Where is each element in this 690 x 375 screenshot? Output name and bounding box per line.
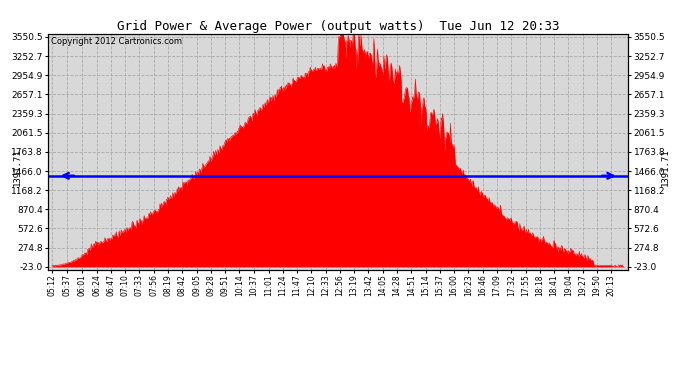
Text: 1391.71: 1391.71: [12, 148, 22, 186]
Title: Grid Power & Average Power (output watts)  Tue Jun 12 20:33: Grid Power & Average Power (output watts…: [117, 20, 560, 33]
Text: Copyright 2012 Cartronics.com: Copyright 2012 Cartronics.com: [51, 37, 182, 46]
Text: 1391.71: 1391.71: [661, 148, 671, 186]
